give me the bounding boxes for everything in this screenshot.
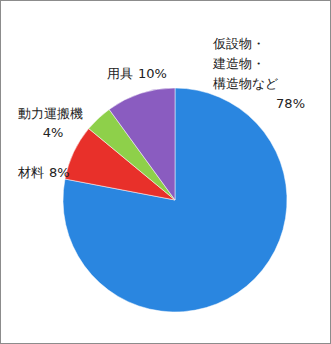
category-label: 建造物・	[212, 56, 265, 71]
value-label: 78%	[276, 96, 305, 111]
value-label: 10%	[138, 66, 167, 81]
category-label: 材料	[17, 165, 44, 180]
category-label: 動力運搬機	[18, 106, 83, 121]
slices	[63, 88, 287, 312]
category-label: 仮設物・	[212, 36, 265, 51]
value-label: 8%	[49, 165, 70, 180]
category-label: 構造物など	[213, 76, 278, 91]
slice	[109, 88, 175, 200]
data-label: 材料 8%	[17, 165, 70, 180]
category-label: 用具	[107, 66, 133, 81]
data-label: 用具 10%	[107, 66, 167, 81]
slice	[63, 88, 287, 312]
value-label: 4%	[43, 125, 64, 140]
labels: 仮設物・建造物・構造物など 78% 材料 8% 動力運搬機 4% 用具 10%	[17, 36, 305, 180]
chart: 仮設物・建造物・構造物など 78% 材料 8% 動力運搬機 4% 用具 10%	[0, 0, 331, 344]
frame	[1, 1, 331, 344]
